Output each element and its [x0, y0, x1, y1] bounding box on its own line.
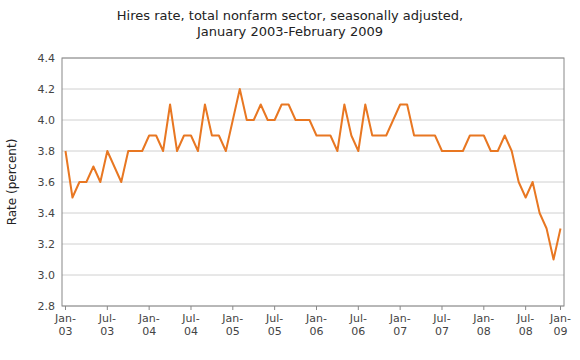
y-tick-label: 3.4: [38, 207, 56, 220]
line: [65, 89, 560, 260]
x-tick: [190, 306, 191, 310]
x-tick: [358, 306, 359, 310]
y-tick-label: 4.2: [38, 83, 56, 96]
x-tick-label: Jan-08: [472, 312, 494, 338]
grid-line: [62, 244, 564, 245]
x-tick-label: Jan-07: [389, 312, 411, 338]
y-tick-label: 4.4: [38, 52, 56, 65]
x-tick-label: Jul-05: [265, 312, 283, 338]
x-tick-label: Jul-07: [432, 312, 450, 338]
plot-frame: [62, 58, 564, 306]
x-tick: [400, 306, 401, 310]
grid: [62, 58, 564, 306]
x-tick: [65, 306, 66, 310]
x-tick-label: Jul-06: [349, 312, 367, 338]
x-tick: [107, 306, 108, 310]
x-tick: [441, 306, 442, 310]
y-tick-label: 4.0: [38, 114, 56, 127]
data: [65, 89, 560, 260]
x-tick-label: Jul-03: [98, 312, 116, 338]
x-tick-label: Jan-09: [549, 312, 571, 338]
x-tick: [560, 306, 561, 310]
x-tick-label: Jan-05: [221, 312, 243, 338]
x-tick-label: Jan-03: [54, 312, 76, 338]
y-tick-label: 3.8: [38, 145, 56, 158]
x-tick: [274, 306, 275, 310]
x-tick: [525, 306, 526, 310]
x-tick-label: Jul-04: [181, 312, 199, 338]
y-tick-label: 3.6: [38, 176, 56, 189]
chart: Hires rate, total nonfarm sector, season…: [0, 0, 580, 360]
grid-line: [62, 89, 564, 90]
x-tick: [149, 306, 150, 310]
x-tick: [483, 306, 484, 310]
x-tick-label: Jan-06: [305, 312, 327, 338]
y-tick-label: 3.2: [38, 238, 56, 251]
y-tick-label: 3.0: [38, 269, 56, 282]
y-tick-label: 2.8: [38, 300, 56, 313]
grid-line: [62, 213, 564, 214]
grid-line: [62, 182, 564, 183]
grid-line: [62, 120, 564, 121]
x-tick-label: Jan-04: [138, 312, 160, 338]
x-tick: [232, 306, 233, 310]
title: Hires rate, total nonfarm sector, season…: [117, 8, 463, 39]
grid-line: [62, 275, 564, 276]
x-tick-label: Jul-08: [516, 312, 534, 338]
x-tick: [316, 306, 317, 310]
y-axis-label: Rate (percent): [5, 139, 19, 226]
